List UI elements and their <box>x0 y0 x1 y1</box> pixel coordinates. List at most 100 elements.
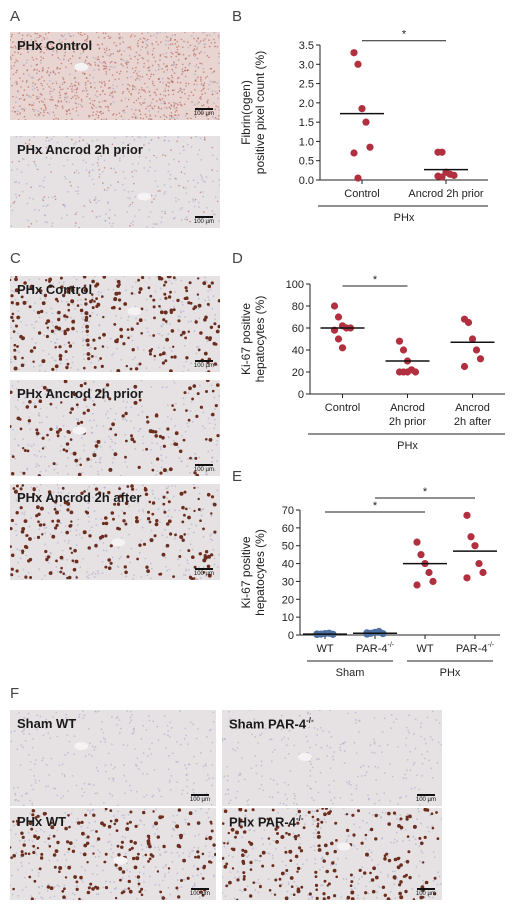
scale-bar: 100 µm <box>194 360 214 369</box>
tissue-texture <box>222 710 442 806</box>
data-point <box>464 318 473 327</box>
x-tick-label: Control <box>344 188 379 200</box>
data-point <box>438 148 446 156</box>
data-point <box>366 143 374 151</box>
chart-fibrin: 0.0 0.5 1.0 1.5 2.0 2.5 3.0 3.5 Fibrin(ogen)posi… <box>239 29 488 224</box>
y-tick-label: 100 <box>286 279 304 291</box>
y-tick-label: 1.5 <box>299 117 314 129</box>
panel-letter-a: A <box>10 8 21 25</box>
y-tick-label: 2.0 <box>299 98 314 110</box>
panel-letter-e: E <box>232 468 243 485</box>
y-axis-label: Ki-67 positivehepatocytes (%) <box>239 529 267 616</box>
chart-ki67-par4: 0 10 20 30 40 50 60 70 Ki-67 positivehepatocytes… <box>239 486 500 679</box>
x-tick-label-text: PAR-4 <box>456 643 488 655</box>
y-tick-label: 0 <box>288 630 294 642</box>
micrograph-sham-par4: Sham PAR-4-/- 100 µm <box>222 710 442 806</box>
x-tick-label: Ancrod <box>455 402 490 414</box>
y-tick-label: 40 <box>292 345 304 357</box>
x-tick-label-sup: -/- <box>387 642 394 649</box>
scale-bar: 100 µm <box>194 108 214 117</box>
x-tick-label: WT <box>416 643 433 655</box>
scale-bar: 100 µm <box>416 888 436 897</box>
x-tick-label: PAR-4-/- <box>456 642 495 655</box>
panel-letter-b: B <box>232 8 243 25</box>
micrograph-phx-ancrod-prior-fibrin: PHx Ancrod 2h prior 100 µm <box>10 136 220 228</box>
y-axis-label: Fibrin(ogen)positive pixel count (%) <box>239 51 267 174</box>
y-tick-label: 70 <box>282 505 294 517</box>
data-point <box>471 542 479 550</box>
data-point <box>358 105 366 113</box>
x-tick-label: Control <box>325 402 360 414</box>
x-tick-label: PAR-4-/- <box>356 642 395 655</box>
y-axis-label-line: Ki-67 positive <box>239 536 253 608</box>
y-tick-label: 20 <box>282 594 294 606</box>
x-tick-label-text: PAR-4 <box>356 643 388 655</box>
y-tick-label: 0.0 <box>299 175 314 187</box>
y-tick-label: 1.0 <box>299 136 314 148</box>
y-tick-label: 0 <box>298 389 304 401</box>
data-point <box>334 335 343 343</box>
micrograph-title: PHx Control <box>17 38 93 53</box>
y-tick-label: 0.5 <box>299 156 314 168</box>
panel-letter-c: C <box>10 250 21 267</box>
scale-bar: 100 µm <box>190 888 210 897</box>
micrograph-phx-wt: PHx WT 100 µm <box>10 808 216 900</box>
data-point <box>467 533 475 541</box>
micrograph-phx-ancrod-after-ki67: PHx Ancrod 2h after 100 µm <box>10 484 220 580</box>
data-point <box>460 362 469 371</box>
x-tick-label: WT <box>316 643 333 655</box>
data-point <box>463 574 471 582</box>
micrograph-phx-control-ki67: PHx Control 100 µm <box>10 276 220 372</box>
y-axis-label-line: Ki-67 positive <box>239 303 253 375</box>
group-label: Sham <box>336 667 365 679</box>
data-point <box>354 60 362 68</box>
data-point <box>399 346 408 354</box>
data-point <box>463 511 471 519</box>
data-point <box>350 49 358 57</box>
y-tick-label: 3.0 <box>299 59 314 71</box>
data-point <box>330 302 339 310</box>
tissue-texture <box>222 808 442 900</box>
scale-bar: 100 µm <box>194 216 214 225</box>
tissue-texture <box>10 276 220 372</box>
data-point <box>476 355 485 363</box>
group-label: PHx <box>397 440 418 452</box>
data-point <box>354 174 362 182</box>
data-point <box>413 538 421 546</box>
x-tick-label: Ancrod 2h prior <box>408 188 484 200</box>
significance-star: * <box>373 500 378 512</box>
data-point <box>468 335 477 343</box>
data-point <box>475 559 483 568</box>
x-tick-label-text: WT <box>316 643 333 655</box>
tissue-texture <box>10 484 220 580</box>
x-tick-label: 2h after <box>454 416 492 428</box>
y-axis-label-line: positive pixel count (%) <box>253 51 267 174</box>
data-point <box>417 551 425 559</box>
panel-letter-d: D <box>232 250 243 267</box>
data-point <box>395 337 404 345</box>
micrograph-title: PHx WT <box>17 814 67 829</box>
micrograph-title: PHx Ancrod 2h prior <box>17 386 143 401</box>
data-point <box>438 173 446 181</box>
micrograph-title: PHx Ancrod 2h after <box>17 490 142 505</box>
y-tick-label: 60 <box>292 323 304 335</box>
micrograph-title: PHx Control <box>17 282 93 297</box>
micrograph-phx-ancrod-prior-ki67: PHx Ancrod 2h prior 100 µm <box>10 380 220 476</box>
micrograph-title: PHx PAR-4-/- <box>229 814 304 830</box>
micrograph-sham-wt: Sham WT 100 µm <box>10 710 216 806</box>
tissue-texture <box>10 32 220 120</box>
significance-star: * <box>423 486 428 498</box>
micrograph-title: PHx Ancrod 2h prior <box>17 142 143 157</box>
scale-bar: 100 µm <box>194 568 214 577</box>
y-tick-label: 20 <box>292 367 304 379</box>
x-tick-label-text: WT <box>416 643 433 655</box>
y-axis-label: Ki-67 positivehepatocytes (%) <box>239 296 267 383</box>
x-tick-label-sup: -/- <box>487 642 494 649</box>
micrograph-title: Sham PAR-4-/- <box>229 716 314 732</box>
micrograph-phx-par4: PHx PAR-4-/- 100 µm <box>222 808 442 900</box>
y-tick-label: 80 <box>292 301 304 313</box>
panel-letter-f: F <box>10 685 20 702</box>
group-label: PHx <box>440 667 461 679</box>
x-tick-label: 2h prior <box>389 416 427 428</box>
chart-ki67-ancrod: 0 20 40 60 80 100 Ki-67 positivehepatocytes (%… <box>239 274 505 452</box>
